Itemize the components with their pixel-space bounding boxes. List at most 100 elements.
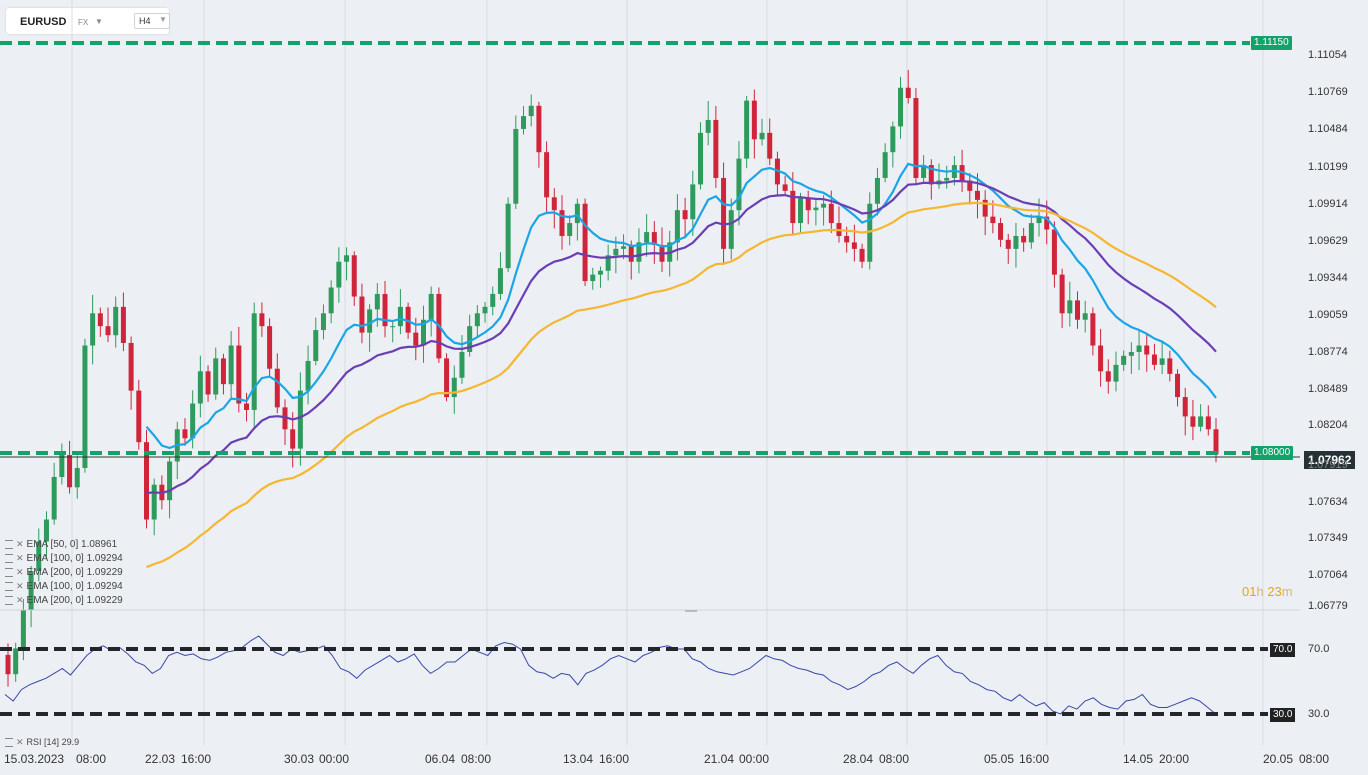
candle xyxy=(674,210,680,243)
time-tick-time: 08:00 xyxy=(461,752,492,766)
candle xyxy=(451,377,457,398)
candle xyxy=(567,223,573,236)
candle xyxy=(682,210,688,220)
time-tick-time: 08:00 xyxy=(76,752,107,766)
indicator-legend-rsi[interactable]: ✕ RSI [14] 29.9 xyxy=(5,736,79,748)
candle xyxy=(944,177,950,181)
candle xyxy=(898,87,904,127)
candle xyxy=(1051,229,1057,275)
rsi-upper-tag[interactable]: 70.0 xyxy=(1270,643,1296,657)
indicator-label: EMA [200, 0] 1.09229 xyxy=(26,567,123,578)
candle xyxy=(744,100,750,159)
indicator-label: EMA [100, 0] 1.09294 xyxy=(26,581,123,592)
chevron-down-icon[interactable]: ▼ xyxy=(95,17,103,26)
indicator-legend-ema100-2[interactable]: ✕ EMA [100, 0] 1.09294 xyxy=(5,580,123,593)
candle xyxy=(1105,371,1111,382)
candle xyxy=(1159,358,1165,365)
time-tick-date: 20.05 xyxy=(1263,752,1294,766)
candle xyxy=(197,371,203,404)
candle xyxy=(90,313,96,346)
candle xyxy=(882,152,888,178)
candle xyxy=(305,360,311,391)
candle xyxy=(36,541,42,572)
time-tick-date: 06.04 xyxy=(425,752,456,766)
menu-icon[interactable] xyxy=(5,595,13,605)
price-tick: 1.08204 xyxy=(1308,419,1348,431)
candle xyxy=(405,306,411,333)
candle xyxy=(359,296,365,333)
candle xyxy=(597,270,603,275)
candle xyxy=(190,403,196,439)
pane-resize-handle[interactable] xyxy=(685,610,697,612)
timeframe-select[interactable]: H4 ▼ xyxy=(134,13,170,29)
candle xyxy=(374,293,380,310)
candle xyxy=(474,313,480,327)
menu-icon[interactable] xyxy=(5,553,13,563)
candle xyxy=(928,165,934,185)
candle xyxy=(113,306,119,336)
candle xyxy=(213,358,219,395)
price-tick: 1.10199 xyxy=(1308,161,1348,173)
close-icon[interactable]: ✕ xyxy=(16,539,24,549)
rsi-axis-tick: 30.0 xyxy=(1308,708,1330,720)
candle xyxy=(651,232,657,245)
candle xyxy=(13,648,19,675)
candle xyxy=(97,313,103,327)
price-tick: 1.09914 xyxy=(1308,198,1348,210)
time-tick-date: 30.03 xyxy=(284,752,315,766)
price-tick: 1.07634 xyxy=(1308,496,1348,508)
candle xyxy=(20,609,26,649)
price-tick: 1.07064 xyxy=(1308,569,1348,581)
candle xyxy=(228,345,234,385)
candle xyxy=(728,210,734,249)
candle xyxy=(290,429,296,449)
candle xyxy=(167,461,173,501)
indicator-legend-ema50[interactable]: ✕ EMA [50, 0] 1.08961 xyxy=(5,538,117,551)
candle xyxy=(143,442,149,520)
symbol-label[interactable]: EURUSD xyxy=(20,16,67,28)
market-label: FX xyxy=(78,18,89,27)
lower-level-tag[interactable]: 1.08000 xyxy=(1251,446,1294,460)
close-icon[interactable]: ✕ xyxy=(16,595,24,605)
close-icon[interactable]: ✕ xyxy=(16,553,24,563)
candle xyxy=(182,429,188,439)
rsi-axis-tick: 70.0 xyxy=(1308,643,1330,655)
candle xyxy=(1167,358,1173,374)
ema200-line xyxy=(146,201,1217,569)
menu-icon[interactable] xyxy=(5,567,13,577)
time-tick-time: 20:00 xyxy=(1159,752,1190,766)
candle xyxy=(759,132,765,140)
time-tick-time: 00:00 xyxy=(739,752,770,766)
time-tick-time: 00:00 xyxy=(319,752,350,766)
vertical-gridlines xyxy=(71,0,1264,745)
candle xyxy=(1121,355,1127,365)
candle xyxy=(513,128,519,204)
time-tick-time: 16:00 xyxy=(1019,752,1050,766)
indicator-legend-ema200-2[interactable]: ✕ EMA [200, 0] 1.09229 xyxy=(5,594,123,607)
candle xyxy=(628,246,634,262)
close-icon[interactable]: ✕ xyxy=(16,581,24,591)
indicator-legend-ema100[interactable]: ✕ EMA [100, 0] 1.09294 xyxy=(5,552,123,565)
time-tick-date: 05.05 xyxy=(984,752,1015,766)
menu-icon[interactable] xyxy=(5,581,13,591)
rsi-lower-tag[interactable]: 30.0 xyxy=(1270,708,1296,722)
rsi-pane xyxy=(4,635,1217,715)
candle xyxy=(874,177,880,204)
candle xyxy=(1182,397,1188,417)
upper-level-tag[interactable]: 1.11150 xyxy=(1251,36,1292,50)
candle xyxy=(344,255,350,262)
candle xyxy=(828,203,834,224)
indicator-legend-ema200[interactable]: ✕ EMA [200, 0] 1.09229 xyxy=(5,566,123,579)
candle xyxy=(705,119,711,133)
candle xyxy=(1036,216,1042,224)
menu-icon[interactable] xyxy=(5,539,13,549)
close-icon[interactable]: ✕ xyxy=(16,737,24,747)
indicator-label: EMA [50, 0] 1.08961 xyxy=(26,539,118,550)
close-icon[interactable]: ✕ xyxy=(16,567,24,577)
candle xyxy=(136,390,142,443)
candle xyxy=(505,203,511,269)
candle xyxy=(1113,364,1119,382)
menu-icon[interactable] xyxy=(5,738,13,748)
candle xyxy=(367,309,373,333)
